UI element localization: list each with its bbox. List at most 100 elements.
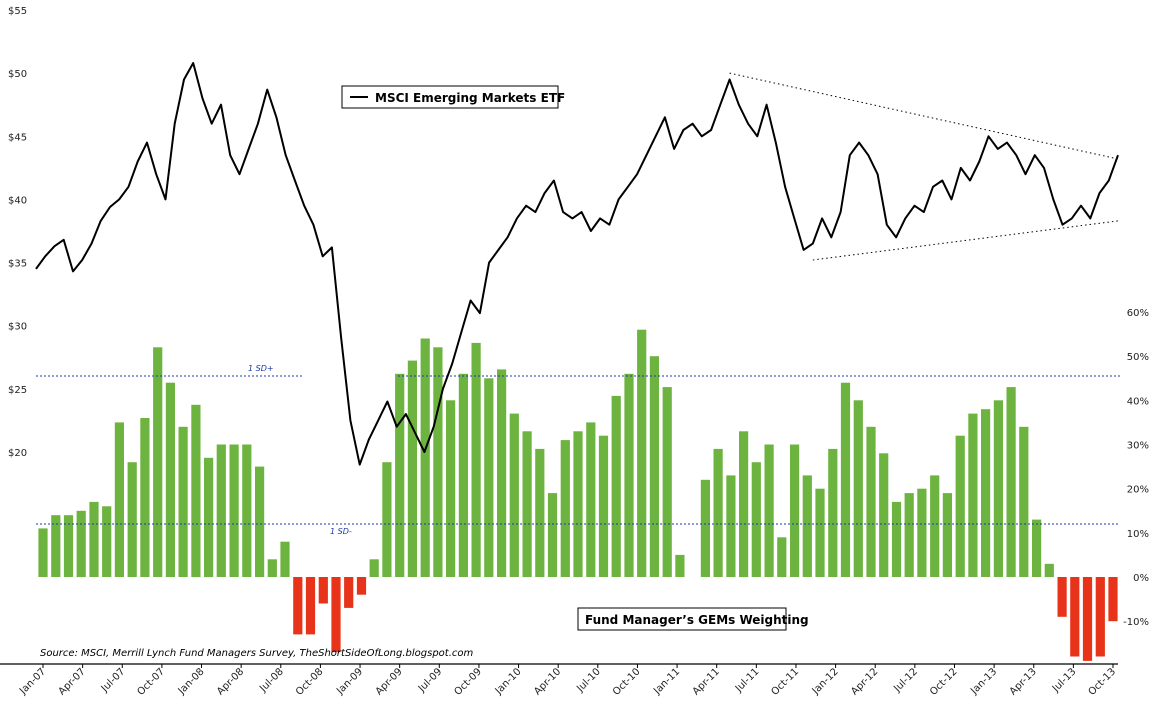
weighting-bar <box>446 400 456 577</box>
x-tick-label: Jul-12 <box>891 666 920 695</box>
x-tick-label: Apr-11 <box>691 666 722 697</box>
sd-minus-label: 1 SD- <box>330 527 352 536</box>
weighting-bar <box>1044 563 1054 578</box>
x-axis: Jan-07 Apr-07 Jul-07 Oct-07 Jan-08 Apr-08 Jul-… <box>17 664 1118 698</box>
legend-bottom: Fund Manager’s GEMs Weighting <box>577 607 809 631</box>
weighting-bar <box>828 448 838 577</box>
left-tick-label: $50 <box>8 69 27 80</box>
x-tick-label: Oct-12 <box>928 666 960 698</box>
weighting-bar <box>968 413 978 577</box>
weighting-bar <box>1082 577 1093 661</box>
weighting-bar <box>471 342 481 577</box>
x-tick-label: Apr-10 <box>532 666 563 697</box>
x-tick-label: Apr-12 <box>849 666 880 697</box>
x-tick-label: Oct-09 <box>452 666 484 698</box>
weighting-bar <box>726 475 736 577</box>
weighting-bar <box>1032 519 1042 577</box>
weighting-bar <box>331 577 341 653</box>
x-tick-label: Jul-08 <box>257 666 286 695</box>
weighting-bar <box>955 435 965 577</box>
weighting-bar <box>89 501 99 577</box>
x-tick-label: Jan-13 <box>968 666 999 697</box>
weighting-bar <box>191 404 201 578</box>
weighting-bar <box>598 435 609 577</box>
x-tick-label: Jan-08 <box>176 666 207 697</box>
x-tick-label: Oct-11 <box>770 666 802 698</box>
x-tick-label: Apr-08 <box>215 666 246 697</box>
weighting-bar <box>407 360 417 577</box>
x-tick-label: Oct-08 <box>294 666 326 698</box>
x-tick-label: Apr-07 <box>57 666 88 697</box>
weighting-bar <box>102 506 112 577</box>
weighting-bar <box>917 488 927 577</box>
weighting-bar <box>51 515 61 577</box>
weighting-bar <box>853 400 863 577</box>
weighting-bar <box>675 554 685 577</box>
weighting-bar <box>280 541 290 577</box>
weighting-bar <box>560 440 570 577</box>
weighting-bar <box>293 577 303 635</box>
left-tick-label: $55 <box>8 6 27 17</box>
x-tick-label: Jul-10 <box>574 666 603 695</box>
weighting-bar <box>1108 577 1118 622</box>
x-tick-label: Jul-07 <box>99 666 128 695</box>
weighting-bar <box>255 466 265 577</box>
weighting-bar <box>497 369 507 577</box>
left-axis: $20 $25 $30 $35 $40 $45 $50 $55 <box>8 6 27 459</box>
price-line <box>35 62 1119 466</box>
weighting-bar <box>63 515 74 577</box>
weighting-bar <box>611 395 621 577</box>
x-tick-label: Apr-13 <box>1008 666 1039 697</box>
weighting-bar <box>802 475 812 577</box>
weighting-bar <box>204 457 214 578</box>
weighting-bar <box>522 431 532 578</box>
legend-top: MSCI Emerging Markets ETF <box>341 85 565 109</box>
x-tick-label: Oct-07 <box>135 666 167 698</box>
left-tick-label: $25 <box>8 385 27 396</box>
weighting-bar <box>344 577 354 608</box>
weighting-bar <box>369 559 379 577</box>
trend-line <box>812 220 1119 261</box>
x-tick-label: Oct-10 <box>611 666 643 698</box>
weighting-bar <box>751 462 761 577</box>
weighting-bar <box>165 382 175 577</box>
right-tick-label: 20% <box>1127 485 1149 496</box>
weighting-bar <box>790 444 800 577</box>
weighting-bar <box>76 510 86 578</box>
weighting-bar <box>1057 577 1067 617</box>
x-tick-label: Jan-12 <box>810 666 841 697</box>
weighting-bar <box>815 488 825 577</box>
weighting-bar <box>700 479 710 577</box>
left-tick-label: $35 <box>8 259 27 270</box>
weighting-bar <box>114 422 124 577</box>
weighting-bar <box>879 453 889 577</box>
right-tick-label: 60% <box>1127 308 1149 319</box>
weighting-bar <box>840 382 851 577</box>
weighting-bar <box>420 338 430 577</box>
legend-bottom-label: Fund Manager’s GEMs Weighting <box>585 613 809 627</box>
bars-layer <box>38 329 1118 661</box>
x-tick-label: Jan-07 <box>17 666 48 697</box>
sd-plus-label: 1 SD+ <box>248 364 274 373</box>
weighting-bar <box>904 493 914 577</box>
left-tick-label: $20 <box>8 448 27 459</box>
x-tick-label: Jul-09 <box>416 666 445 695</box>
weighting-bar <box>573 431 583 578</box>
weighting-bar <box>662 387 672 577</box>
right-tick-label: -10% <box>1123 617 1149 628</box>
weighting-bar <box>318 577 328 604</box>
x-tick-label: Apr-09 <box>374 666 405 697</box>
weighting-bar <box>739 431 749 578</box>
sd-lines: 1 SD+ 1 SD- <box>36 364 1120 536</box>
weighting-bar <box>764 444 774 577</box>
weighting-bar <box>891 501 902 577</box>
weighting-bar <box>178 426 188 577</box>
x-tick-label: Oct-13 <box>1087 666 1119 698</box>
weighting-bar <box>649 356 659 577</box>
weighting-bar <box>942 493 952 577</box>
weighting-bar <box>267 559 277 577</box>
weighting-bar <box>586 422 596 577</box>
left-tick-label: $45 <box>8 132 27 143</box>
weighting-bar <box>127 462 137 577</box>
